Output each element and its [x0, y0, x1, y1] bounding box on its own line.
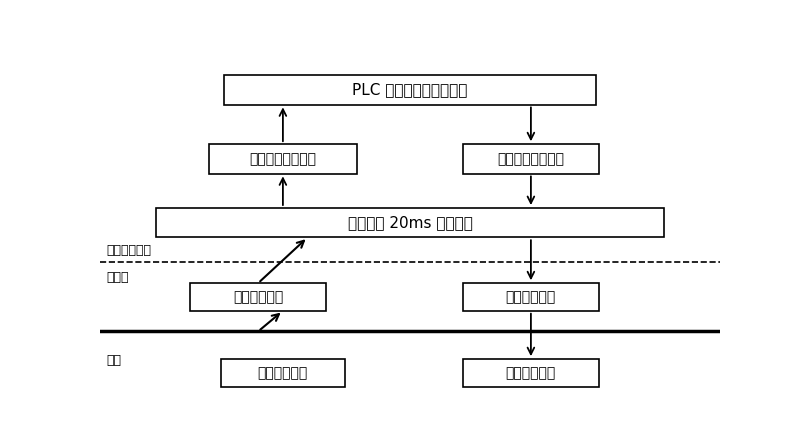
FancyBboxPatch shape — [462, 144, 599, 174]
Text: 输入端口信息: 输入端口信息 — [233, 290, 283, 304]
FancyBboxPatch shape — [209, 144, 358, 174]
Text: 输出端口信息: 输出端口信息 — [506, 366, 556, 380]
FancyBboxPatch shape — [224, 75, 596, 105]
Text: 定时器每 20ms 扫描一次: 定时器每 20ms 扫描一次 — [347, 215, 473, 230]
FancyBboxPatch shape — [190, 283, 326, 311]
FancyBboxPatch shape — [462, 283, 599, 311]
FancyBboxPatch shape — [156, 208, 664, 237]
Text: 上层应用程序: 上层应用程序 — [106, 244, 151, 257]
FancyBboxPatch shape — [221, 359, 345, 387]
Text: 输出端口信息: 输出端口信息 — [506, 290, 556, 304]
Text: 处理后的端口状态: 处理后的端口状态 — [498, 152, 565, 166]
Text: 当前端口信息状态: 当前端口信息状态 — [250, 152, 316, 166]
Text: PLC 程序对端口进行处理: PLC 程序对端口进行处理 — [352, 82, 468, 98]
Text: 驱动: 驱动 — [106, 354, 122, 367]
FancyBboxPatch shape — [462, 359, 599, 387]
Text: 输入端口信息: 输入端口信息 — [258, 366, 308, 380]
Text: 交互区: 交互区 — [106, 271, 129, 284]
